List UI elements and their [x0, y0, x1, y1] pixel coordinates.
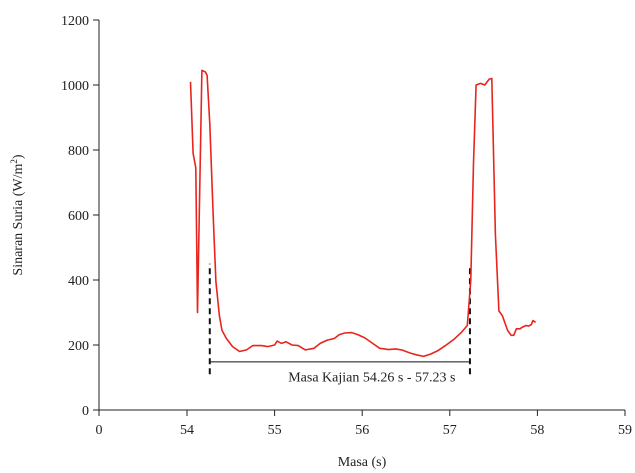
y-tick-label: 1000 — [61, 79, 89, 94]
x-tick-label: 59 — [618, 423, 632, 438]
x-tick-label: 54 — [180, 423, 194, 438]
annotations: Masa Kajian 54.26 s - 57.23 s — [288, 370, 455, 385]
y-axis-label: Sinaran Suria (W/m2) — [9, 154, 26, 275]
y-tick-label: 600 — [68, 209, 89, 224]
y-axis-label-base: Sinaran Suria (W/m — [11, 163, 26, 275]
x-tick-label: 55 — [268, 423, 282, 438]
y-tick-label: 200 — [68, 339, 89, 354]
x-tick-label: 57 — [443, 423, 457, 438]
series-line — [189, 69, 537, 358]
y-tick-label: 400 — [68, 274, 89, 289]
x-ticks: 0 54 55 56 57 58 59 — [96, 410, 632, 438]
x-tick-label: 56 — [355, 423, 369, 438]
x-tick-label: 0 — [96, 423, 103, 438]
study-window-annotation: Masa Kajian 54.26 s - 57.23 s — [288, 370, 455, 385]
y-ticks: 0 200 400 600 800 1000 1200 — [61, 14, 99, 419]
x-tick-label: 58 — [530, 423, 544, 438]
y-tick-label: 1200 — [61, 14, 89, 29]
y-tick-label: 0 — [82, 404, 89, 419]
y-tick-label: 800 — [68, 144, 89, 159]
study-window-markers — [208, 263, 471, 375]
plot-area: 0 200 400 600 800 1000 1200 0 54 55 56 57 58 59 Masa… — [61, 14, 632, 438]
y-axis-label-tail: ) — [11, 154, 26, 159]
series-group — [189, 69, 537, 358]
y-axis-label-sup: 2 — [9, 159, 19, 164]
x-axis-label: Masa (s) — [338, 455, 387, 470]
